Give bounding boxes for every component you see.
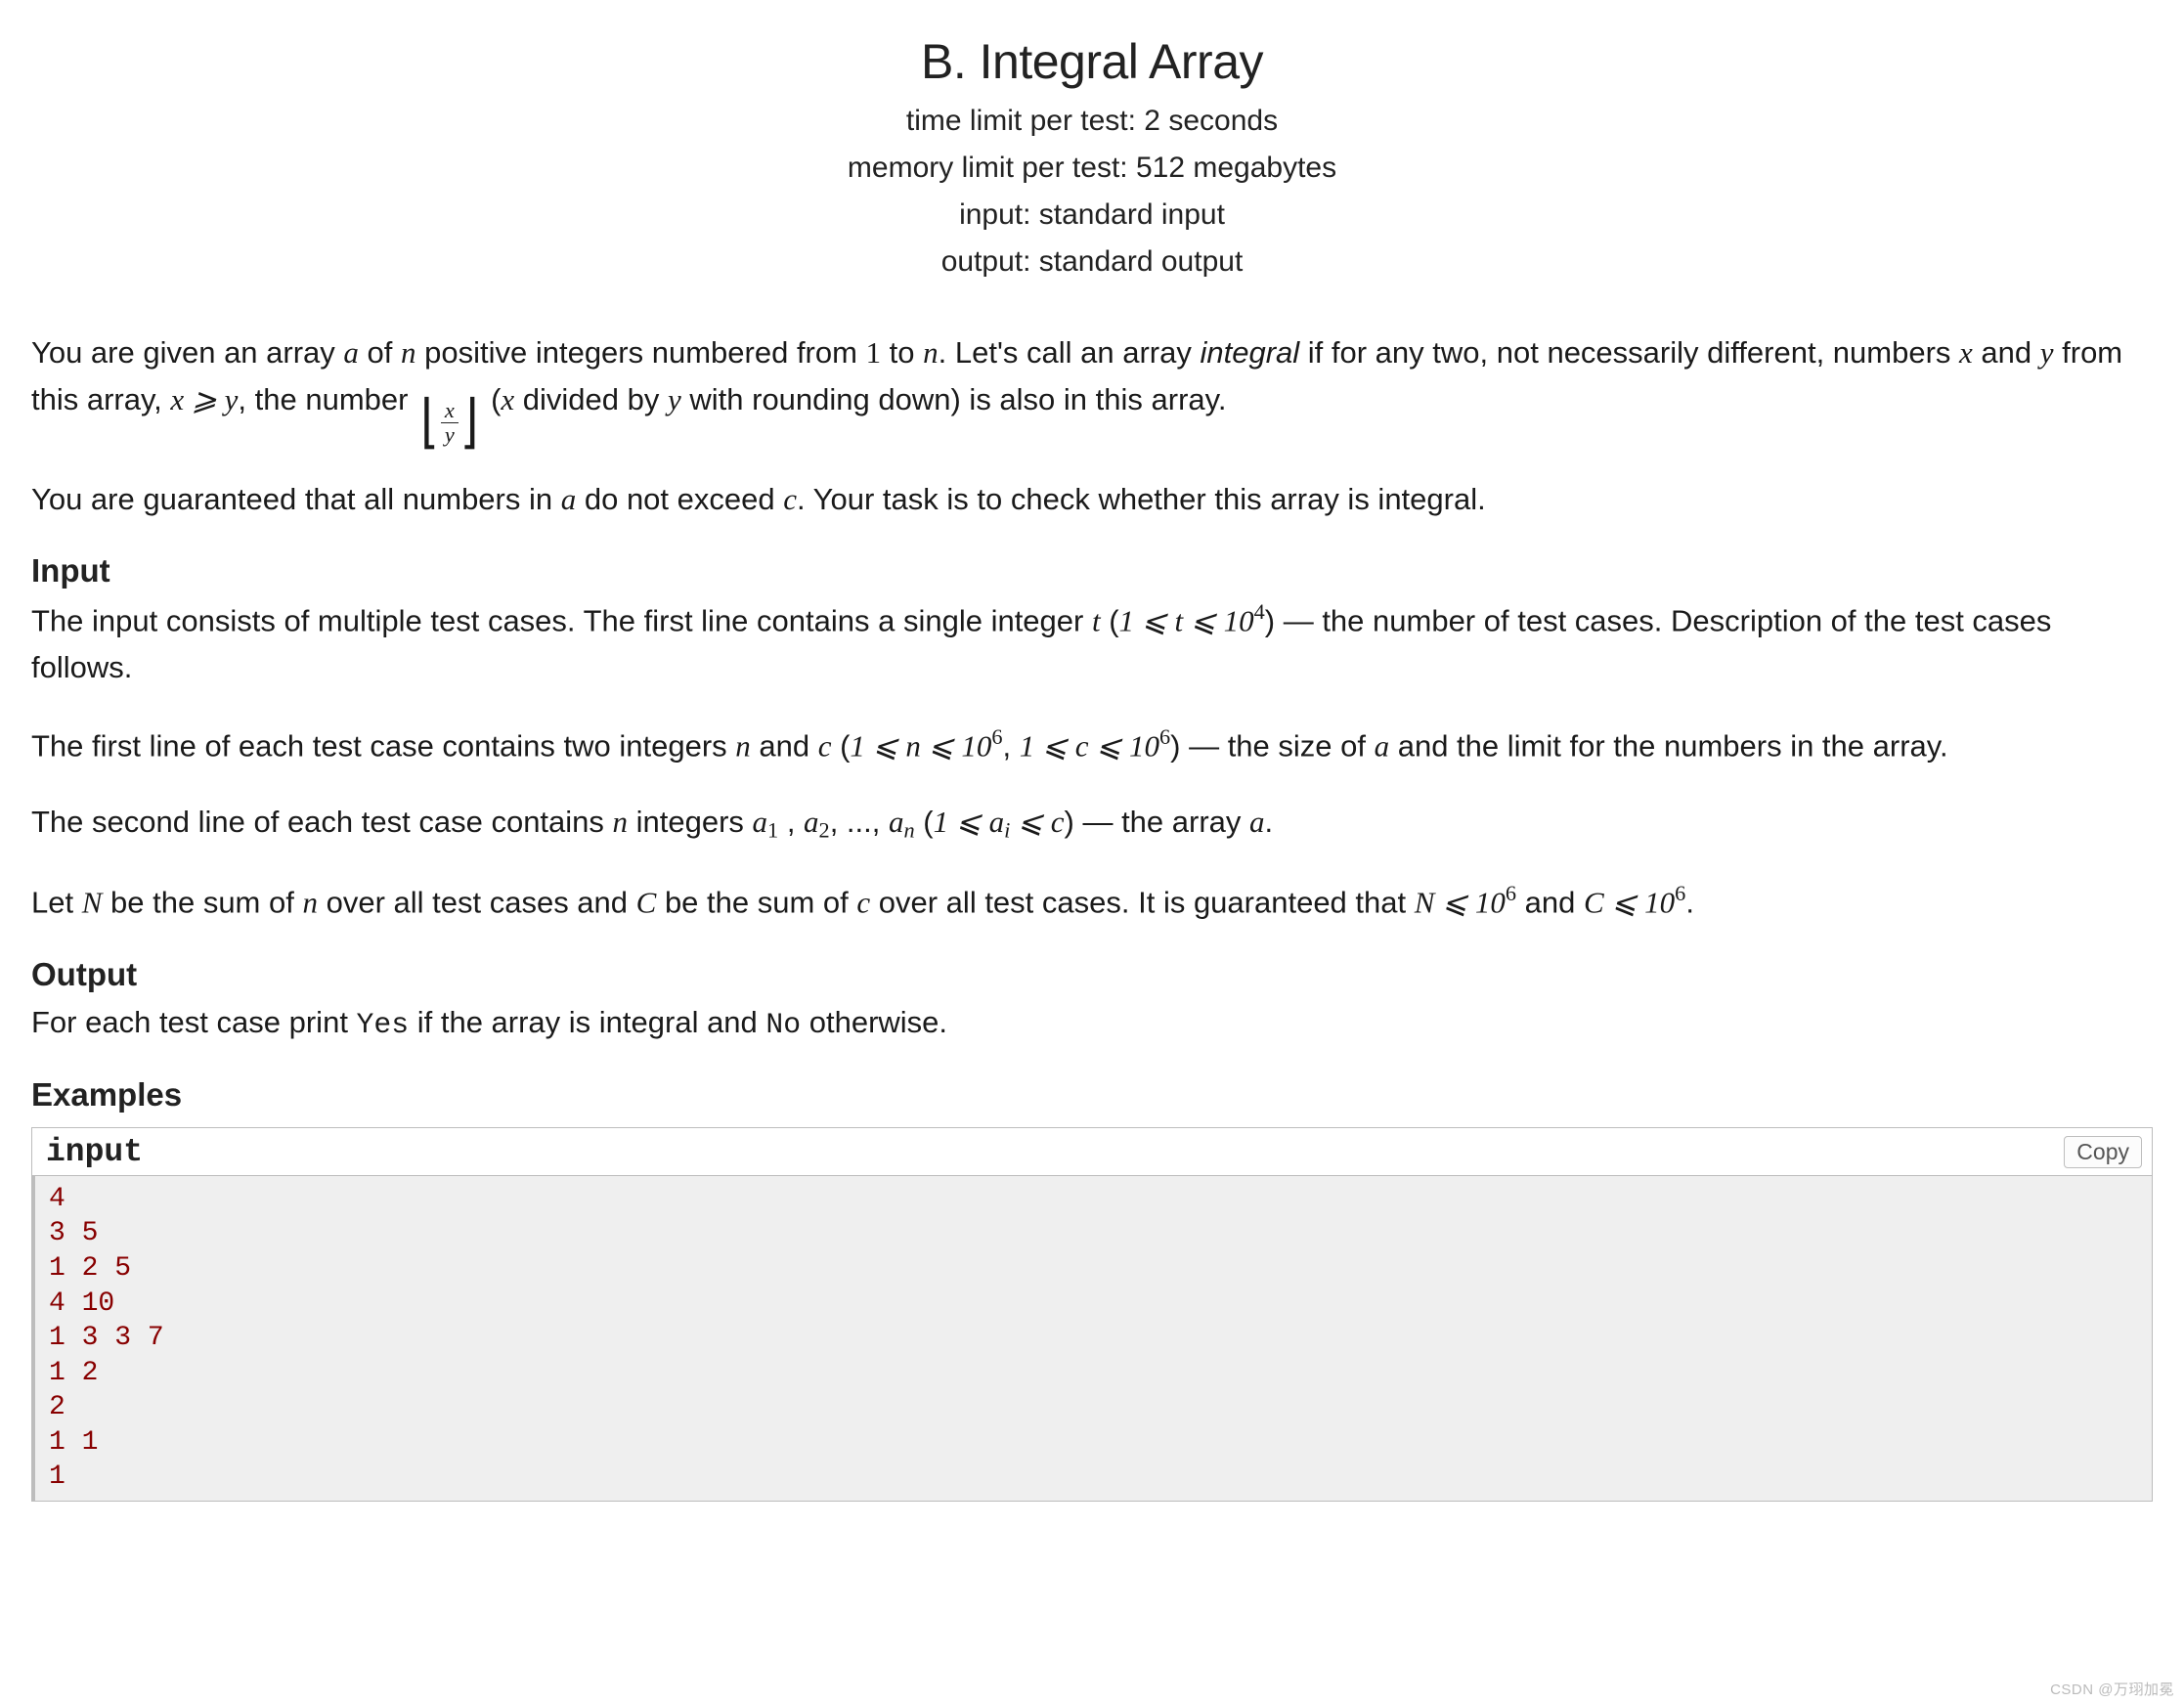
input-paragraph-3: The second line of each test case contai… bbox=[31, 799, 2153, 848]
output-file: output: standard output bbox=[31, 239, 2153, 285]
statement-paragraph-2: You are guaranteed that all numbers in a… bbox=[31, 476, 2153, 523]
example-input-body[interactable]: 4 3 5 1 2 5 4 10 1 3 3 7 1 2 2 1 1 1 bbox=[31, 1175, 2153, 1502]
problem-statement-page: B. Integral Array time limit per test: 2… bbox=[0, 0, 2184, 1502]
problem-title: B. Integral Array bbox=[31, 33, 2153, 90]
output-heading: Output bbox=[31, 956, 2153, 993]
input-paragraph-1: The input consists of multiple test case… bbox=[31, 595, 2153, 691]
example-input-header: input Copy bbox=[31, 1127, 2153, 1175]
watermark: CSDN @万珝加冕 bbox=[2050, 1679, 2174, 1699]
memory-limit: memory limit per test: 512 megabytes bbox=[31, 145, 2153, 192]
example-block: input Copy 4 3 5 1 2 5 4 10 1 3 3 7 1 2 … bbox=[31, 1127, 2153, 1502]
examples-heading: Examples bbox=[31, 1076, 2153, 1114]
input-paragraph-2: The first line of each test case contain… bbox=[31, 720, 2153, 769]
content: You are given an array a of n positive i… bbox=[31, 329, 2153, 1502]
input-file: input: standard input bbox=[31, 192, 2153, 239]
time-limit: time limit per test: 2 seconds bbox=[31, 98, 2153, 145]
output-paragraph-1: For each test case print Yes if the arra… bbox=[31, 999, 2153, 1047]
input-paragraph-4: Let N be the sum of n over all test case… bbox=[31, 877, 2153, 926]
statement-paragraph-1: You are given an array a of n positive i… bbox=[31, 329, 2153, 447]
problem-meta: time limit per test: 2 seconds memory li… bbox=[31, 98, 2153, 285]
copy-button[interactable]: Copy bbox=[2064, 1136, 2142, 1168]
input-heading: Input bbox=[31, 552, 2153, 590]
example-input-label: input bbox=[46, 1134, 143, 1170]
floor-x-over-y: ⌊xy⌋ bbox=[416, 400, 482, 447]
